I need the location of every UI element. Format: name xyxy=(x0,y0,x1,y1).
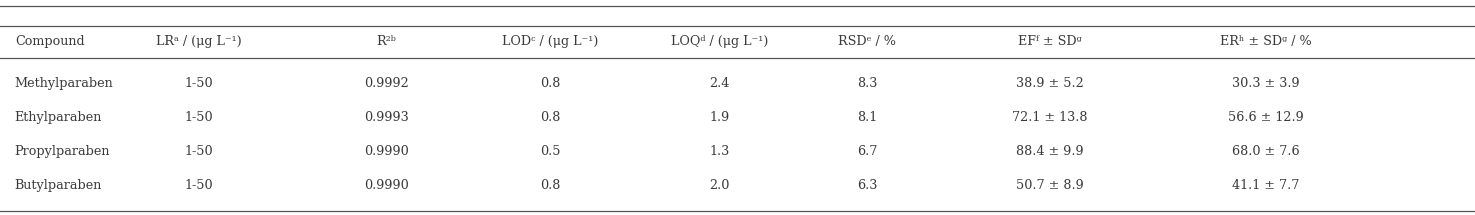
Text: 2.4: 2.4 xyxy=(709,77,730,90)
Text: 50.7 ± 8.9: 50.7 ± 8.9 xyxy=(1016,179,1084,192)
Text: Methylparaben: Methylparaben xyxy=(15,77,114,90)
Text: EFᶠ ± SDᵍ: EFᶠ ± SDᵍ xyxy=(1018,35,1083,48)
Text: ERʰ ± SDᵍ / %: ERʰ ± SDᵍ / % xyxy=(1220,35,1311,48)
Text: 1-50: 1-50 xyxy=(184,77,214,90)
Text: 0.9990: 0.9990 xyxy=(364,179,409,192)
Text: 1.3: 1.3 xyxy=(709,145,730,158)
Text: 1-50: 1-50 xyxy=(184,179,214,192)
Text: 72.1 ± 13.8: 72.1 ± 13.8 xyxy=(1012,111,1089,124)
Text: LODᶜ / (μg L⁻¹): LODᶜ / (μg L⁻¹) xyxy=(502,35,599,48)
Text: 0.5: 0.5 xyxy=(540,145,560,158)
Text: 56.6 ± 12.9: 56.6 ± 12.9 xyxy=(1227,111,1304,124)
Text: 0.9992: 0.9992 xyxy=(364,77,409,90)
Text: R²ᵇ: R²ᵇ xyxy=(376,35,397,48)
Text: 68.0 ± 7.6: 68.0 ± 7.6 xyxy=(1232,145,1299,158)
Text: Butylparaben: Butylparaben xyxy=(15,179,102,192)
Text: 8.3: 8.3 xyxy=(857,77,878,90)
Text: 6.7: 6.7 xyxy=(857,145,878,158)
Text: 0.9993: 0.9993 xyxy=(364,111,409,124)
Text: 1.9: 1.9 xyxy=(709,111,730,124)
Text: 38.9 ± 5.2: 38.9 ± 5.2 xyxy=(1016,77,1084,90)
Text: 0.8: 0.8 xyxy=(540,77,560,90)
Text: RSDᵉ / %: RSDᵉ / % xyxy=(838,35,897,48)
Text: Compound: Compound xyxy=(15,35,84,48)
Text: 1-50: 1-50 xyxy=(184,145,214,158)
Text: 0.8: 0.8 xyxy=(540,179,560,192)
Text: 2.0: 2.0 xyxy=(709,179,730,192)
Text: 1-50: 1-50 xyxy=(184,111,214,124)
Text: 6.3: 6.3 xyxy=(857,179,878,192)
Text: 0.8: 0.8 xyxy=(540,111,560,124)
Text: 0.9990: 0.9990 xyxy=(364,145,409,158)
Text: 8.1: 8.1 xyxy=(857,111,878,124)
Text: LRᵃ / (μg L⁻¹): LRᵃ / (μg L⁻¹) xyxy=(156,35,242,48)
Text: 41.1 ± 7.7: 41.1 ± 7.7 xyxy=(1232,179,1299,192)
Text: 30.3 ± 3.9: 30.3 ± 3.9 xyxy=(1232,77,1299,90)
Text: LOQᵈ / (μg L⁻¹): LOQᵈ / (μg L⁻¹) xyxy=(671,35,768,48)
Text: Ethylparaben: Ethylparaben xyxy=(15,111,102,124)
Text: Propylparaben: Propylparaben xyxy=(15,145,111,158)
Text: 88.4 ± 9.9: 88.4 ± 9.9 xyxy=(1016,145,1084,158)
